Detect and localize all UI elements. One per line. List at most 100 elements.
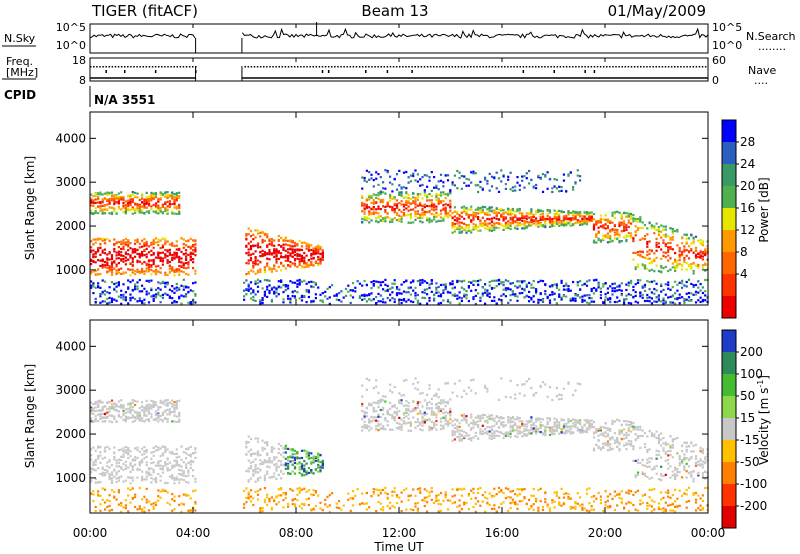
power-cell [558, 222, 561, 226]
velocity-cell [129, 476, 132, 479]
power-cell [493, 222, 496, 225]
power-cell [490, 224, 494, 227]
power-cell [435, 196, 438, 199]
power-cell [90, 209, 93, 212]
velocity-cell [113, 458, 116, 461]
velocity-cell [300, 502, 304, 505]
power-cell [289, 265, 292, 268]
velocity-cell [117, 415, 120, 418]
power-cell [305, 262, 308, 265]
power-cell [99, 209, 102, 212]
power-cell [106, 257, 109, 260]
power-cell [616, 229, 619, 232]
power-cell [509, 218, 512, 221]
power-cell [437, 180, 440, 183]
power-cell [669, 301, 672, 304]
power-cell [558, 215, 561, 218]
power-cell [261, 254, 264, 258]
power-cell [365, 300, 368, 303]
nave-point [426, 66, 429, 68]
velocity-cell [127, 448, 130, 451]
power-cell [465, 184, 468, 187]
power-cell [124, 251, 127, 254]
power-cell [470, 181, 473, 184]
power-cell [493, 279, 496, 282]
nave-point [349, 66, 352, 68]
velocity-cell [101, 472, 104, 475]
nave-point [327, 66, 330, 68]
nave-point [544, 66, 546, 68]
power-cell [173, 198, 176, 201]
power-cell [145, 206, 148, 209]
power-cell [168, 194, 171, 197]
power-cell [136, 260, 139, 264]
velocity-cell [131, 468, 134, 471]
power-colorbar-label: Power [dB] [757, 177, 771, 242]
power-cell [650, 297, 653, 300]
power-cell [560, 223, 563, 226]
power-cell [500, 280, 503, 284]
power-cell [370, 195, 373, 198]
power-cell [90, 272, 93, 275]
power-cell [361, 201, 364, 205]
power-cell [525, 283, 528, 286]
power-cell [479, 180, 482, 183]
velocity-cell [305, 473, 308, 476]
velocity-cell [157, 420, 160, 423]
power-cell [500, 180, 503, 183]
power-cell [243, 289, 246, 292]
velocity-cell [187, 469, 190, 472]
velocity-cell [317, 454, 320, 457]
power-cell [535, 212, 538, 215]
velocity-cell [291, 470, 294, 473]
power-cell [280, 236, 283, 239]
velocity-cell [266, 493, 269, 496]
power-cell [99, 243, 102, 246]
power-cell [484, 302, 487, 305]
power-cell [562, 221, 565, 224]
power-cell [145, 262, 148, 265]
power-cell [539, 223, 542, 226]
power-cell [486, 208, 489, 211]
power-cell [514, 285, 517, 288]
nave-point [284, 66, 287, 68]
power-cell [449, 199, 452, 202]
velocity-cell [317, 494, 320, 497]
power-cell [439, 200, 443, 203]
velocity-cell [122, 506, 125, 509]
power-cell [173, 212, 176, 215]
nave-point [615, 66, 617, 68]
power-cell [129, 198, 132, 201]
power-cell [514, 189, 517, 192]
power-cell [101, 201, 104, 204]
power-cell [164, 237, 167, 240]
power-cell [124, 271, 127, 274]
power-cell [453, 215, 456, 218]
power-cell [537, 176, 540, 179]
power-cell [101, 193, 104, 196]
power-cell [164, 254, 167, 257]
power-cell [516, 208, 519, 211]
power-cell [168, 296, 171, 299]
velocity-cell [252, 497, 255, 500]
power-cell [171, 267, 174, 270]
power-cell [495, 226, 498, 229]
power-cell [370, 287, 373, 290]
velocity-cell [117, 458, 120, 461]
velocity-cell [249, 500, 253, 503]
power-cell [416, 196, 419, 199]
power-cell [458, 231, 461, 234]
power-cell [171, 192, 174, 195]
power-cell [636, 301, 640, 304]
velocity-cell [282, 492, 285, 495]
power-cell [375, 177, 378, 180]
power-cell [254, 280, 257, 283]
velocity-cell [180, 472, 183, 476]
power-cell [439, 179, 443, 182]
colorbar-tick-label: 12 [740, 223, 755, 237]
power-cell [261, 238, 264, 241]
power-cell [192, 261, 195, 264]
power-cell [131, 206, 134, 209]
power-cell [465, 213, 468, 216]
power-cell [194, 294, 197, 297]
